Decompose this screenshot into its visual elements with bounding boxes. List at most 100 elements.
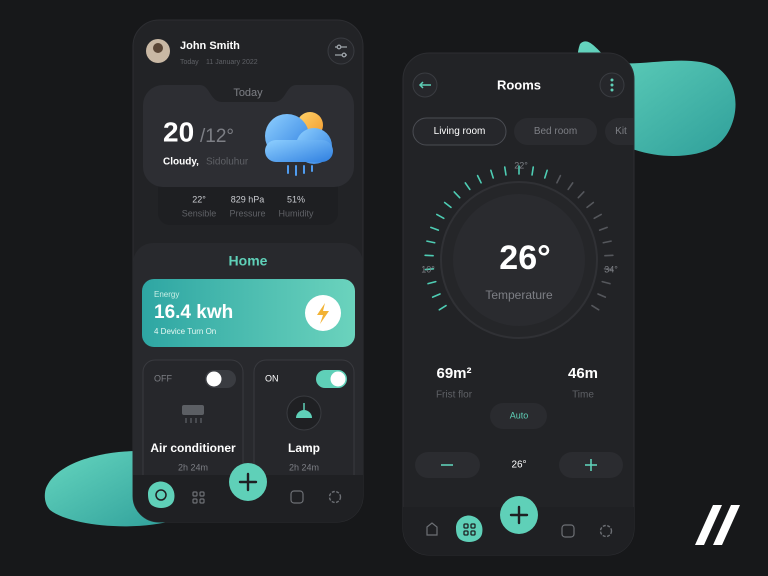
room-stat-label: Time — [572, 390, 594, 401]
dial-max-label: 34° — [604, 264, 618, 274]
device-duration: 2h 24m — [289, 462, 319, 472]
dial-tick — [577, 191, 585, 199]
dial-tick — [602, 240, 612, 244]
dial-tick — [601, 280, 611, 285]
dial-tick — [603, 267, 614, 271]
dial-inner[interactable] — [453, 194, 585, 326]
dial-tick — [431, 293, 441, 298]
room-stat-value: 69m² — [436, 365, 471, 382]
room-tab[interactable] — [514, 118, 597, 145]
plus-icon — [585, 459, 597, 471]
dial-min-label: 10° — [421, 264, 435, 274]
dial-caption: Temperature — [485, 288, 553, 302]
room-stat-label: Frist flor — [436, 390, 473, 401]
device-duration: 2h 24m — [178, 462, 208, 472]
nav-settings-icon[interactable] — [328, 490, 342, 504]
dial-tick — [503, 166, 507, 176]
dial-tick — [424, 267, 435, 271]
room-tab[interactable] — [412, 117, 507, 146]
nav-grid-icon[interactable] — [192, 491, 205, 504]
home-title: Home — [229, 253, 268, 269]
device-name: Air conditioner — [150, 441, 236, 455]
stat-value: 829 hPa — [231, 194, 265, 204]
stat-value: 51% — [287, 194, 305, 204]
avatar-head — [153, 43, 163, 53]
dial-tick — [435, 213, 445, 220]
nav-grid-icon — [463, 523, 476, 536]
dial-tick — [490, 169, 495, 179]
energy-value: 16.4 kwh — [154, 302, 233, 323]
room-stat-value: 46m — [568, 365, 598, 382]
weather-header: Today — [233, 87, 263, 99]
weather-stats-panel — [158, 175, 338, 225]
dial-tick — [464, 182, 471, 191]
condition: Cloudy, — [163, 157, 199, 168]
room-tabs: Living room Bed room Kit — [412, 117, 685, 146]
device-state: OFF — [154, 373, 172, 383]
dial-tick — [586, 201, 595, 209]
dial-tick — [543, 169, 548, 179]
right-phone: Rooms Living room Bed room Kit 22° 10° 34°… — [402, 52, 685, 556]
setpoint: 26° — [511, 460, 526, 471]
room-tab-label: Kit — [615, 126, 627, 137]
ac-vents — [185, 418, 202, 423]
energy-card[interactable] — [142, 279, 355, 347]
lamp-icon — [296, 410, 312, 418]
weather-stats: 22° Sensible 829 hPa Pressure 51% Humidity — [182, 194, 314, 218]
dial-tick — [438, 304, 447, 311]
stat-value: 22° — [192, 194, 206, 204]
nav-device-icon[interactable] — [290, 490, 304, 504]
toggle-knob — [206, 371, 222, 387]
energy-label: Energy — [154, 290, 179, 299]
ac-icon — [182, 405, 204, 415]
dial-tick — [426, 240, 436, 244]
dial-tick — [453, 191, 461, 199]
brand-logo — [695, 505, 740, 545]
nav-home-active[interactable] — [148, 481, 175, 509]
user-name: John Smith — [180, 40, 240, 52]
dial-tick — [430, 226, 440, 231]
stat-label: Sensible — [182, 208, 217, 218]
nav-settings-icon[interactable] — [599, 524, 613, 538]
stat-label: Humidity — [278, 208, 314, 218]
dial-value: 26° — [499, 239, 550, 277]
temperature: 20 — [163, 116, 194, 147]
filter-icon — [335, 44, 347, 58]
dial-tick — [598, 226, 608, 231]
nav-grid-active[interactable] — [456, 515, 483, 543]
lightning-icon — [317, 303, 329, 324]
mode-label: Auto — [510, 410, 529, 420]
weather-icon — [265, 112, 333, 176]
room-tab-label: Living room — [434, 126, 486, 137]
nav-home-icon — [155, 489, 167, 501]
room-tab[interactable] — [605, 118, 685, 145]
dial-tick — [556, 174, 562, 184]
device-state: ON — [265, 373, 279, 383]
nav-home-icon[interactable] — [426, 522, 438, 536]
dial-tick — [531, 166, 535, 176]
add-icon — [238, 472, 258, 492]
dial-tick — [597, 293, 607, 298]
menu-icon — [610, 78, 614, 92]
dial-top-label: 22° — [514, 160, 528, 170]
add-icon — [509, 505, 529, 525]
device-name: Lamp — [288, 441, 320, 455]
back-icon — [418, 81, 431, 89]
left-phone: John Smith Today 11 January 2022 Today 2… — [132, 19, 364, 523]
screen-title: Rooms — [497, 77, 541, 92]
dial-tick — [443, 201, 452, 209]
dial-tick — [591, 304, 600, 311]
dial-tick — [593, 213, 603, 220]
dial-tick — [567, 182, 574, 191]
date: 11 January 2022 — [206, 59, 258, 66]
room-stats: 69m² Frist flor 46m Time — [436, 365, 598, 401]
filter-button[interactable] — [327, 37, 355, 65]
date-prefix: Today — [180, 59, 199, 66]
nav-device-icon[interactable] — [561, 524, 575, 538]
mode-button[interactable] — [490, 403, 547, 429]
stat-label: Pressure — [229, 208, 265, 218]
dial-tick — [476, 174, 482, 184]
toggle-knob — [330, 371, 346, 387]
